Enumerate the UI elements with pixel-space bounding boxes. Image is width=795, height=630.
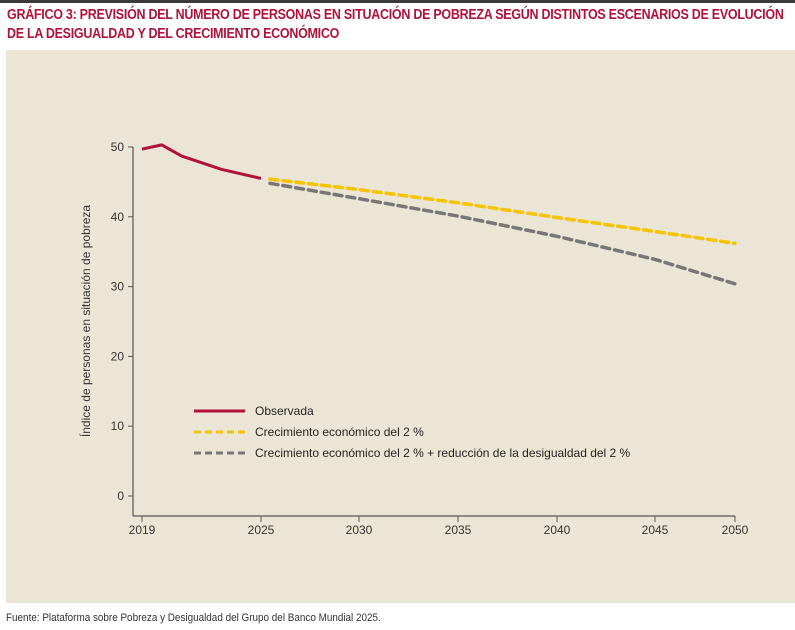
source-note: Fuente: Plataforma sobre Pobreza y Desig… [6, 612, 381, 624]
chart-title: GRÁFICO 3: PREVISIÓN DEL NÚMERO DE PERSO… [7, 7, 784, 42]
x-tick-label: 2019 [129, 523, 156, 537]
x-tick-label: 2050 [722, 523, 749, 537]
crecimiento-line [268, 177, 737, 246]
top-rule [0, 0, 795, 3]
y-tick-label: 20 [111, 349, 125, 363]
x-tick-label: 2025 [248, 523, 275, 537]
x-tick-label: 2030 [346, 523, 373, 537]
y-tick-label: 10 [111, 419, 125, 433]
crecimiento-desigualdad-line [268, 181, 737, 286]
chart-panel [6, 50, 795, 603]
legend-label-crecimiento: Crecimiento económico del 2 % [255, 425, 424, 439]
series-lines [141, 143, 737, 286]
y-tick-label: 0 [117, 489, 124, 503]
legend: Observada Crecimiento económico del 2 % Cr… [194, 404, 631, 460]
observada-line [141, 143, 262, 180]
x-tick-label: 2045 [642, 523, 669, 537]
y-tick-label: 50 [111, 140, 125, 154]
y-axis-label: Índice de personas en situación de pobre… [78, 205, 93, 437]
y-tick-label: 40 [111, 210, 125, 224]
y-tick-label: 30 [111, 280, 125, 294]
x-tick-label: 2035 [445, 523, 472, 537]
x-tick-label: 2040 [544, 523, 571, 537]
legend-label-observada: Observada [255, 404, 314, 418]
legend-label-crecimiento-desigualdad: Crecimiento económico del 2 % + reducció… [255, 446, 631, 460]
